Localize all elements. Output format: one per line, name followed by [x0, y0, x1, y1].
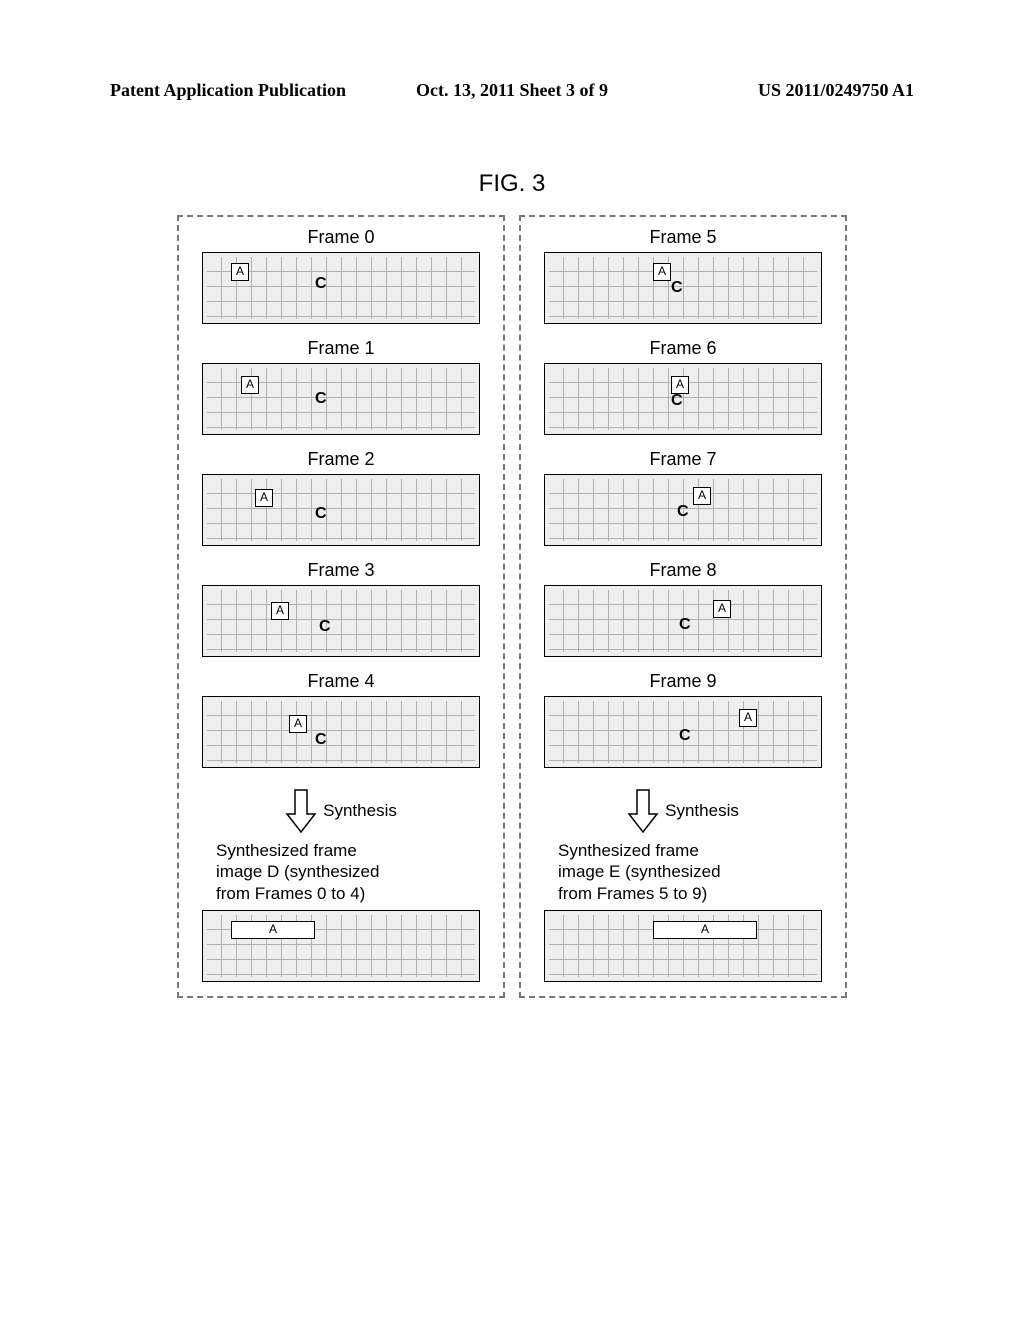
marker-a: A [739, 709, 757, 727]
synthesized-caption: Synthesized frame image D (synthesized f… [216, 840, 466, 904]
figure-columns: Frame 0 A C Frame 1 A C Frame 2 A C [177, 215, 847, 998]
column-right: Frame 5 A C Frame 6 A C Frame 7 A C [519, 215, 847, 998]
frame-block: Frame 1 A C [191, 338, 491, 445]
figure-title: FIG. 3 [479, 170, 546, 198]
frame-label: Frame 3 [307, 560, 374, 581]
marker-c: C [315, 731, 327, 749]
frame-image: A C [544, 474, 822, 546]
grid-icon [207, 590, 475, 652]
frame-label: Frame 0 [307, 227, 374, 248]
synthesized-frame-image: A [544, 910, 822, 982]
caption-line: Synthesized frame [216, 841, 357, 860]
synthesized-caption: Synthesized frame image E (synthesized f… [558, 840, 808, 904]
marker-c: C [677, 503, 689, 521]
page-header: Patent Application Publication Oct. 13, … [0, 80, 1024, 101]
marker-c: C [679, 616, 691, 634]
frame-image: A C [202, 585, 480, 657]
synthesis-label: Synthesis [323, 801, 397, 821]
frame-image: A C [202, 474, 480, 546]
frame-block: Frame 3 A C [191, 560, 491, 667]
synthesis-label: Synthesis [665, 801, 739, 821]
header-right: US 2011/0249750 A1 [758, 80, 914, 101]
grid-icon [549, 257, 817, 319]
frame-image: A C [544, 696, 822, 768]
marker-c: C [315, 505, 327, 523]
frame-image: A C [202, 252, 480, 324]
marker-c: C [671, 279, 683, 297]
marker-c: C [315, 390, 327, 408]
frame-block: Frame 9 A C [533, 671, 833, 778]
grid-icon [207, 479, 475, 541]
marker-c: C [319, 618, 331, 636]
header-center: Oct. 13, 2011 Sheet 3 of 9 [416, 80, 608, 101]
marker-a: A [241, 376, 259, 394]
marker-a: A [231, 263, 249, 281]
frame-block: Frame 6 A C [533, 338, 833, 445]
frame-block: Frame 4 A C [191, 671, 491, 778]
arrow-down-icon [627, 788, 659, 834]
header-left: Patent Application Publication [110, 80, 346, 101]
synthesized-marker-a: A [231, 921, 315, 939]
arrow-down-icon [285, 788, 317, 834]
caption-line: image E (synthesized [558, 862, 721, 881]
frame-label: Frame 6 [649, 338, 716, 359]
frame-block: Frame 7 A C [533, 449, 833, 556]
marker-a: A [271, 602, 289, 620]
marker-a: A [289, 715, 307, 733]
frame-image: A C [544, 363, 822, 435]
frame-block: Frame 8 A C [533, 560, 833, 667]
frame-label: Frame 9 [649, 671, 716, 692]
synthesized-marker-a: A [653, 921, 757, 939]
synthesis-arrow-row: Synthesis [285, 788, 397, 834]
marker-a: A [713, 600, 731, 618]
grid-icon [207, 701, 475, 763]
marker-c: C [315, 275, 327, 293]
frame-label: Frame 1 [307, 338, 374, 359]
frame-image: A C [544, 585, 822, 657]
synthesis-arrow-row: Synthesis [627, 788, 739, 834]
marker-a: A [693, 487, 711, 505]
frame-image: A C [202, 363, 480, 435]
frame-label: Frame 5 [649, 227, 716, 248]
marker-a: A [255, 489, 273, 507]
caption-line: from Frames 0 to 4) [216, 884, 365, 903]
caption-line: Synthesized frame [558, 841, 699, 860]
synthesized-frame-image: A [202, 910, 480, 982]
caption-line: from Frames 5 to 9) [558, 884, 707, 903]
frame-block: Frame 5 A C [533, 227, 833, 334]
frame-label: Frame 2 [307, 449, 374, 470]
frame-label: Frame 8 [649, 560, 716, 581]
frame-block: Frame 0 A C [191, 227, 491, 334]
marker-c: C [679, 727, 691, 745]
frame-block: Frame 2 A C [191, 449, 491, 556]
column-left: Frame 0 A C Frame 1 A C Frame 2 A C [177, 215, 505, 998]
frame-label: Frame 7 [649, 449, 716, 470]
caption-line: image D (synthesized [216, 862, 379, 881]
frame-image: A C [202, 696, 480, 768]
marker-c: C [671, 392, 683, 410]
marker-a: A [653, 263, 671, 281]
frame-image: A C [544, 252, 822, 324]
frame-label: Frame 4 [307, 671, 374, 692]
